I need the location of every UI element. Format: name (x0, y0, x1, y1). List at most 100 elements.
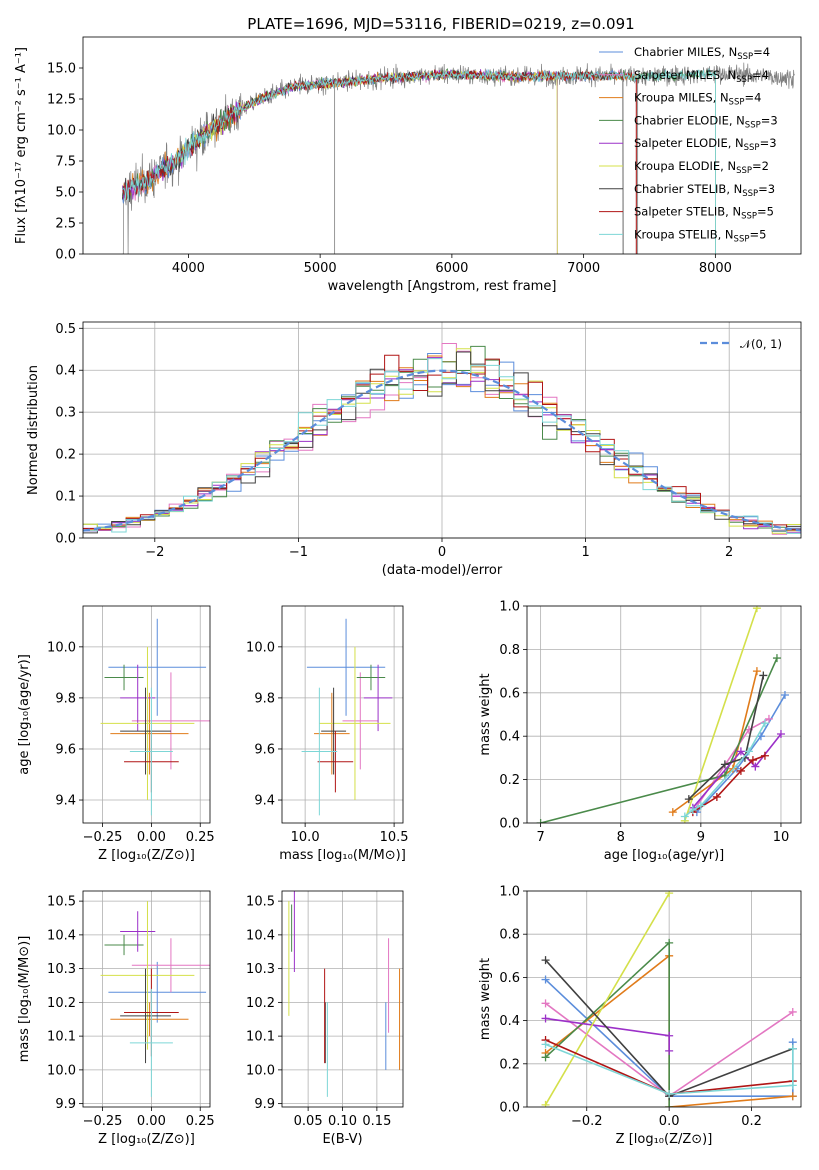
y-tick-label: 0.8 (499, 928, 520, 943)
y-tick-label: 9.9 (55, 1097, 76, 1112)
figure-title: PLATE=1696, MJD=53116, FIBERID=0219, z=0… (247, 15, 634, 33)
y-tick-label: 10.0 (47, 124, 76, 139)
axes-age_vs_Z: −0.25 0.00 0.25 9.4 9.6 9.8 10.0 Z [log₁₀(Z/Z⊙)… (17, 605, 215, 863)
axes-mass_vs_EBV: 0.05 0.10 0.15 9.9 10.0 10.1 10.2 10.3 10.4 10.5 E… (246, 890, 404, 1147)
weight-marker (665, 938, 674, 947)
y-tick-label: 0.5 (55, 322, 76, 337)
x-tick-label: 0.0 (659, 1114, 680, 1129)
x-tick-label: 8 (617, 830, 625, 845)
weight-marker (736, 766, 745, 775)
y-tick-label: 0.0 (55, 532, 76, 547)
x-tick-label: 7000 (567, 261, 600, 276)
legend-entry-label: Chabrier MILES, N (634, 45, 737, 59)
y-tick-label: 2.5 (55, 217, 76, 232)
y-tick-label: 0.8 (499, 643, 520, 658)
y-tick-label: 10.0 (47, 1063, 76, 1078)
model-line (122, 67, 716, 254)
legend-entry-suffix: =4 (752, 68, 769, 82)
weight-marker (665, 891, 674, 898)
weight-marker (751, 762, 760, 771)
weight-marker (665, 1103, 674, 1107)
weight-marker (541, 999, 550, 1008)
weight-marker (752, 667, 761, 676)
axes-frame (281, 890, 404, 1108)
weight-line (545, 1017, 670, 1051)
y-tick-label: 10.0 (246, 640, 275, 655)
y-tick-label: 1.0 (499, 600, 520, 615)
y-tick-label: 10.2 (246, 996, 275, 1011)
x-axis-label: (data-model)/error (382, 563, 503, 578)
legend-entry-sub: SSP (745, 120, 761, 130)
x-tick-label: 10 (773, 830, 790, 845)
y-tick-label: 5.0 (55, 186, 76, 201)
weight-marker (748, 756, 757, 765)
y-axis-label: mass weight (478, 673, 493, 755)
plot-area-mass_vs_EBV (288, 891, 401, 1097)
y-tick-label: 0.6 (499, 971, 520, 986)
plot-area-weight_vs_age (536, 606, 789, 823)
legend-entry-suffix: =3 (761, 113, 778, 127)
weight-marker (772, 654, 781, 663)
x-tick-label: 0.25 (186, 1114, 215, 1129)
normal-curve (83, 369, 801, 532)
weight-line (684, 607, 758, 822)
weight-marker (541, 1040, 550, 1049)
x-tick-label: −0.2 (571, 1114, 603, 1129)
legend-entry: Salpeter STELIB, NSSP=5 (634, 205, 774, 222)
weight-marker (680, 812, 689, 821)
x-tick-label: 10.0 (291, 830, 320, 845)
x-axis-label: E(B-V) (322, 1132, 362, 1147)
model-line (174, 69, 558, 254)
legend-entry-suffix: =4 (744, 91, 761, 105)
weight-line (544, 892, 670, 1106)
model-line (122, 70, 637, 254)
model-line (122, 69, 637, 254)
legend-entry-sub: SSP (729, 98, 745, 108)
axes-frame (526, 890, 802, 1108)
weight-marker (764, 714, 773, 723)
legend-entry-label: Kroupa STELIB, N (634, 227, 734, 241)
y-tick-label: 9.6 (55, 742, 76, 757)
legend-entry-sub: SSP (741, 212, 757, 222)
weight-marker (696, 801, 705, 810)
y-tick-label: 10.0 (246, 1063, 275, 1078)
x-tick-label: 4000 (172, 261, 205, 276)
weight-marker (788, 1007, 797, 1016)
x-axis-label: wavelength [Angstrom, rest frame] (328, 279, 557, 294)
axes-frame (82, 890, 211, 1108)
legend-entry-suffix: =5 (749, 227, 766, 241)
axes-frame (82, 321, 802, 539)
axes-spectrum: 4000 5000 6000 7000 8000 0.0 2.5 5.0 7.5 10.0 12.5… (14, 36, 802, 294)
y-tick-label: 0.1 (55, 490, 76, 505)
axes-weight_vs_Z: −0.2 0.0 0.2 0.0 0.2 0.4 0.6 0.8 1.0 Z [log₁₀(Z/Z… (478, 885, 802, 1147)
y-tick-label: 0.4 (55, 364, 76, 379)
weight-marker (759, 671, 768, 680)
axes-mass_vs_Z: −0.25 0.00 0.25 9.9 10.0 10.1 10.2 10.3 10.4 10.5… (17, 890, 215, 1147)
x-tick-label: −1 (289, 545, 308, 560)
weight-marker (752, 606, 761, 613)
legend-entry-sub: SSP (736, 75, 752, 85)
weight-marker (688, 805, 697, 814)
x-tick-label: 2 (725, 545, 733, 560)
y-tick-label: 0.2 (55, 448, 76, 463)
weight-marker (780, 690, 789, 699)
x-tick-label: −2 (145, 545, 164, 560)
x-tick-label: 0.10 (328, 1114, 357, 1129)
legend-entry-suffix: =2 (752, 159, 769, 173)
y-tick-label: 7.5 (55, 155, 76, 170)
y-axis-label: age [log₁₀(age/yr)] (17, 654, 32, 775)
y-axis-label: mass weight (478, 958, 493, 1040)
histogram-steps (83, 358, 801, 534)
weight-marker (541, 975, 550, 984)
weight-marker (665, 1090, 674, 1099)
axes-age_vs_mass: 10.0 10.5 9.4 9.6 9.8 10.0 mass [log₁₀(M/M⊙)] (246, 605, 409, 863)
y-tick-label: 0.2 (499, 773, 520, 788)
weight-marker (736, 747, 745, 756)
legend-entry: Chabrier MILES, NSSP=4 (634, 45, 770, 62)
y-tick-label: 0.4 (499, 730, 520, 745)
x-axis-label: Z [log₁₀(Z/Z⊙)] (98, 848, 195, 863)
axes-frame (82, 36, 802, 255)
plot-area-residuals (83, 343, 801, 535)
x-axis-label: age [log₁₀(age/yr)] (604, 848, 725, 863)
weight-marker (744, 747, 753, 756)
